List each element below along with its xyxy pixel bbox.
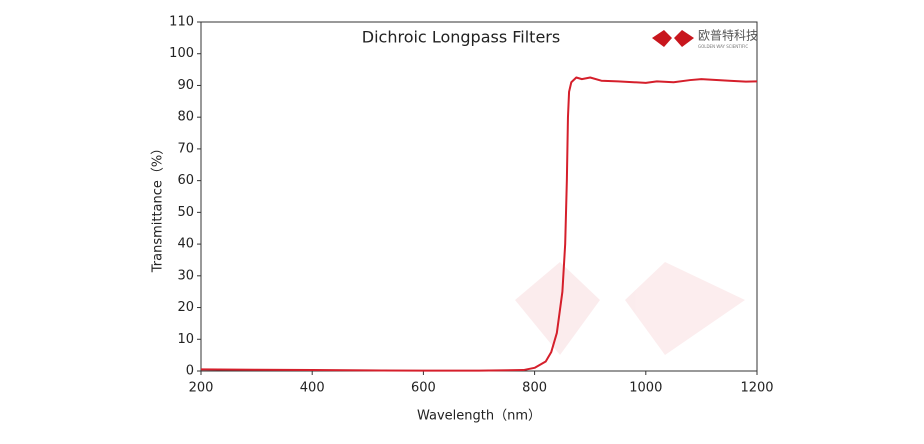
y-tick-label: 10 xyxy=(177,332,194,347)
y-tick-label: 20 xyxy=(177,300,194,315)
y-tick-label: 40 xyxy=(177,237,194,252)
x-tick-label: 1200 xyxy=(740,381,773,396)
y-tick-label: 60 xyxy=(177,173,194,188)
logo-tagline: GOLDEN WAY SCIENTIFIC xyxy=(698,44,748,49)
watermark xyxy=(515,262,745,355)
y-tick-label: 80 xyxy=(177,110,194,125)
y-tick-label: 50 xyxy=(177,205,194,220)
y-tick-label: 30 xyxy=(177,268,194,283)
y-tick-label: 110 xyxy=(169,15,194,30)
logo-name: 欧普特科技 xyxy=(698,28,758,43)
x-tick-label: 200 xyxy=(189,381,214,396)
y-axis-label: Transmittance（%） xyxy=(151,142,166,274)
chart-title: Dichroic Longpass Filters xyxy=(362,28,560,47)
y-tick-label: 70 xyxy=(177,141,194,156)
x-tick-label: 600 xyxy=(411,381,436,396)
logo: 欧普特科技 GOLDEN WAY SCIENTIFIC xyxy=(652,28,758,49)
line-series xyxy=(200,76,758,372)
x-axis-label: Wavelength（nm） xyxy=(417,409,541,424)
x-tick-label: 800 xyxy=(522,381,547,396)
x-tick-label: 400 xyxy=(300,381,325,396)
x-tick-label: 1000 xyxy=(629,381,662,396)
y-tick-label: 100 xyxy=(169,46,194,61)
y-tick-label: 0 xyxy=(186,364,194,379)
y-tick-label: 90 xyxy=(177,78,194,93)
